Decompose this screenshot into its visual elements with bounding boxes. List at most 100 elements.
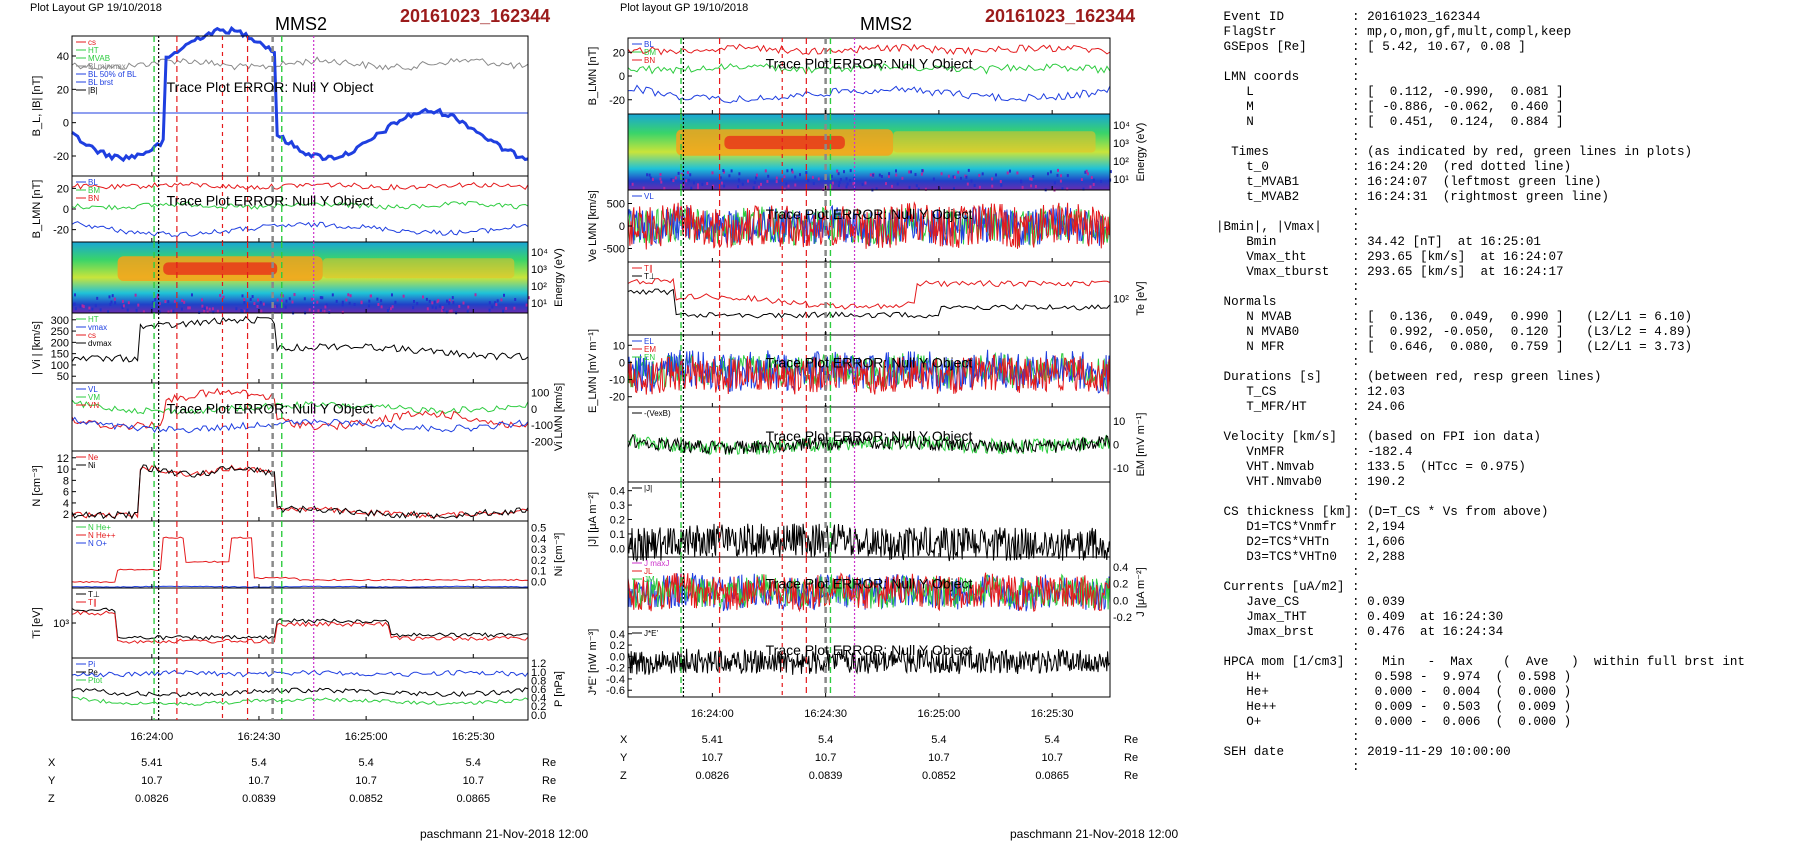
panel-ve: 500 0 -500 Ve LMN [km/s] VL Trace Plot ERROR:… [587,189,1111,263]
legend-entry: |B| [88,86,98,95]
spectrogram-speckle [689,173,692,177]
spectrogram-speckle [817,177,820,181]
spectrogram-speckle [188,306,191,310]
ephemeris-value: 0.0826 [696,770,730,782]
legend-entry: Ne [88,453,99,462]
info-line: N MVAB0: [ 0.992, -0.050, 0.120 ] (L3/L2… [1216,325,1692,340]
y-tick-label: 20 [613,47,625,59]
right-tick-label: 10⁴ [1113,120,1130,132]
spectrogram-speckle [723,184,726,188]
info-line: N: [ 0.451, 0.124, 0.884 ] [1216,115,1563,130]
legend-entry: Ni [88,461,96,470]
spectrogram-speckle [151,301,154,305]
legend-entry: cs [88,331,96,340]
event-id-heading: 20161023_162344 [400,6,550,26]
spectrogram-speckle [1030,184,1033,188]
spectrogram-speckle [811,175,814,179]
spectrogram-speckle [642,186,645,190]
spectrogram-speckle [1059,179,1062,183]
spectrogram-speckle [81,304,84,308]
spectrogram-speckle [121,299,124,303]
trace-te-0 [627,277,1111,310]
spectrogram-speckle [288,297,291,301]
right-tick-label: 0.4 [531,533,546,545]
ephemeris-row-label: Z [48,793,55,805]
ephemeris-value: 0.0826 [135,793,169,805]
info-key: t_0 [1216,160,1269,174]
spectrogram-speckle [723,170,725,174]
info-line: D2=TCS*VHTn: 1,606 [1216,535,1405,550]
y-tick-label: 250 [51,326,69,338]
panel-ni: 0.50.40.30.20.10.0 Ni [cm⁻³] N He+N He++N … [71,520,565,589]
info-key: FlagStr [1216,25,1277,39]
spectrogram-speckle [335,299,338,303]
info-key: N [1216,115,1254,129]
spectrogram-speckle [697,183,699,187]
spectrogram-speckle [134,293,137,297]
trace-error-message: Trace Plot ERROR: Null Y Object [167,401,374,417]
spectrogram-speckle [758,185,760,189]
spectrogram-speckle [697,186,699,190]
info-line: Vmax_tburst: 293.65 [km/s] at 16:24:17 [1216,265,1563,280]
trace-ve-2 [627,201,1111,250]
ephemeris-row-label: X [620,734,628,746]
spectrogram-speckle [448,301,451,305]
y-tick-label: 20 [57,84,69,96]
spectrogram-speckle [1016,171,1019,175]
spectrogram-speckle [74,293,76,297]
trace-em-1 [627,434,1111,455]
legend-entry: VL [644,192,654,201]
spectrogram-speckle [503,293,505,297]
spectrogram-speckle [812,182,815,185]
spectrogram-core [724,135,845,150]
y-tick-label: 0 [619,71,625,83]
ephemeris-value: 5.4 [466,757,481,769]
spectrogram-speckle [869,173,872,177]
spectrogram-speckle [240,309,243,312]
info-value: : 133.5 (HTcc = 0.975) [1352,460,1526,474]
ephemeris-unit: Re [1124,734,1138,746]
footer-credit: paschmann 21-Nov-2018 12:00 [1010,827,1178,841]
trace-error-message: Trace Plot ERROR: Null Y Object [766,55,973,71]
trace-ve-1 [627,204,1111,246]
info-key: M [1216,100,1254,114]
spectrogram-speckle [845,185,848,189]
x-tick-label: 16:24:00 [130,731,173,743]
spectrogram-speckle [241,294,244,298]
info-line: Currents [uA/m2]: [1216,580,1360,595]
info-value: : 1,606 [1352,535,1405,549]
spectrogram-speckle [953,175,956,179]
info-line: O+: 0.000 - 0.006 ( 0.000 ) [1216,715,1571,730]
info-line: Vmax_tht: 293.65 [km/s] at 16:24:07 [1216,250,1563,265]
spectrogram-speckle [438,304,441,308]
ephemeris-unit: Re [542,775,556,787]
spectrogram-speckle [488,308,491,312]
info-line: He++: 0.009 - 0.503 ( 0.009 ) [1216,700,1571,715]
spectrogram-speckle [785,182,788,186]
info-value: : 0.476 at 16:24:34 [1352,625,1504,639]
spectrogram-speckle [837,172,840,176]
spectrogram-speckle [981,172,984,176]
spectrogram-speckle [467,305,470,309]
legend-entry: T∥ [644,264,653,273]
info-key: HPCA mom [1/cm3] [1216,655,1345,669]
info-line: Jave_CS: 0.039 [1216,595,1405,610]
spectrogram-speckle [249,297,252,301]
spectrogram-speckle [849,179,852,182]
spectrogram-speckle [701,182,704,186]
right-tick-label: 0.3 [531,544,546,556]
spectrogram-speckle [386,309,389,312]
info-value: : 16:24:31 (rightmost green line) [1352,190,1609,204]
ephemeris-value: 5.4 [251,757,266,769]
right-tick-label: 10³ [531,264,547,276]
spectrogram-speckle [458,304,461,308]
ephemeris-value: 10.7 [248,775,269,787]
legend-entry: BL [644,40,654,49]
spectrogram-speckle [284,305,287,309]
info-line: D3=TCS*VHTn0: 2,288 [1216,550,1405,565]
spectrogram-speckle [1057,168,1059,172]
info-value: : (D=T_CS * Vs from above) [1352,505,1549,519]
spectrogram-speckle [376,297,379,301]
